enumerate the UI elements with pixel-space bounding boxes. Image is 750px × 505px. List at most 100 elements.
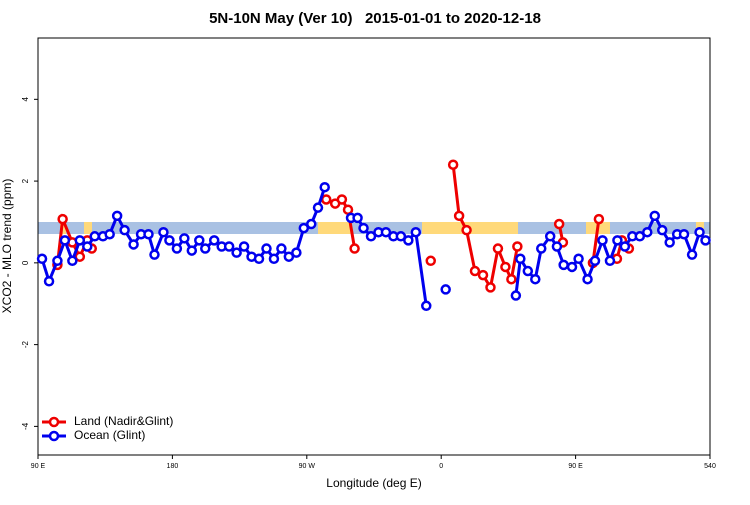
data-point [694,226,705,238]
x-tick-label: 90 W [299,463,316,470]
data-point [461,224,472,236]
data-point [82,241,93,252]
data-point [74,235,86,246]
x-tick-label: 90 E [31,463,46,470]
data-point [342,204,354,215]
data-point [349,243,360,254]
plot-frame [37,37,711,456]
data-point [421,300,432,312]
data-point [700,235,711,246]
data-point [336,194,348,205]
data-point [208,235,220,246]
data-point [128,239,139,250]
data-point [506,273,517,285]
series-line [451,164,519,292]
y-axis-label: XCO2 - MLO trend (ppm) [0,179,14,314]
data-point [119,224,130,236]
x-tick-label: 180 [167,463,179,470]
data-point [515,253,526,265]
series-line [591,218,601,264]
y-tick-label: 0 [21,260,30,265]
data-point [589,255,601,267]
legend-marker [48,416,60,428]
data-point [642,226,653,238]
data-point [253,253,265,265]
data-point [158,226,169,238]
x-tick-label: 0 [439,463,443,470]
data-point [57,213,68,225]
y-tick-label: -2 [21,341,30,349]
x-tick-label: 90 E [568,463,583,470]
data-point [298,222,310,234]
x-tick-label: 540 [704,463,716,470]
data-point [634,231,646,242]
data-point [186,245,198,256]
data-point [164,235,175,246]
data-point [365,231,377,242]
data-point [261,243,272,254]
y-tick-label: -4 [21,422,30,430]
land-strip [84,222,92,234]
data-point [179,233,190,244]
data-point [573,253,584,265]
legend-label: Land (Nadir&Glint) [74,414,173,428]
data-point [582,273,593,285]
data-point [276,243,287,254]
data-point [312,202,324,213]
data-point [320,194,332,205]
data-point [36,253,48,265]
data-point [200,243,211,254]
legend-marker [48,430,60,442]
data-point [352,212,363,224]
data-point [597,235,608,246]
ocean-strip [38,222,710,234]
data-point [553,218,565,230]
data-point [536,243,547,254]
data-point [268,253,280,265]
data-point [74,251,86,262]
data-point [558,259,569,271]
data-point [440,284,451,295]
data-point [319,181,330,193]
data-point [223,241,235,252]
data-point [612,235,623,246]
legend-box [39,414,189,452]
data-point [104,228,115,240]
data-point [604,255,616,267]
land-strip [318,222,352,234]
data-point [566,261,578,273]
data-point [469,265,481,277]
data-point [619,241,631,252]
data-point [656,224,668,236]
data-point [59,235,71,246]
data-point [453,210,465,222]
y-tick-label: 2 [21,178,30,183]
data-point [143,228,154,240]
data-point [510,290,522,301]
x-axis-label: Longitude (deg E) [326,476,421,490]
chart-title: 5N-10N May (Ver 10) 2015-01-01 to 2020-1… [209,10,541,27]
y-tick-label: 4 [21,97,30,102]
data-point [89,231,100,242]
data-point [403,235,414,246]
data-point [485,282,496,293]
data-point [678,228,690,240]
data-point [52,255,63,267]
data-point [425,255,436,267]
data-point [530,273,541,285]
data-point [522,265,534,277]
data-point [111,210,123,222]
data-point [43,276,55,287]
data-point [551,241,563,252]
data-point [291,247,302,258]
data-point [500,261,511,273]
data-point [686,249,698,260]
data-point [149,249,160,260]
data-point [194,235,205,246]
legend-label: Ocean (Glint) [74,428,145,442]
data-point [67,255,78,267]
data-point [283,251,295,262]
data-point [544,231,556,242]
data-point [410,226,422,238]
